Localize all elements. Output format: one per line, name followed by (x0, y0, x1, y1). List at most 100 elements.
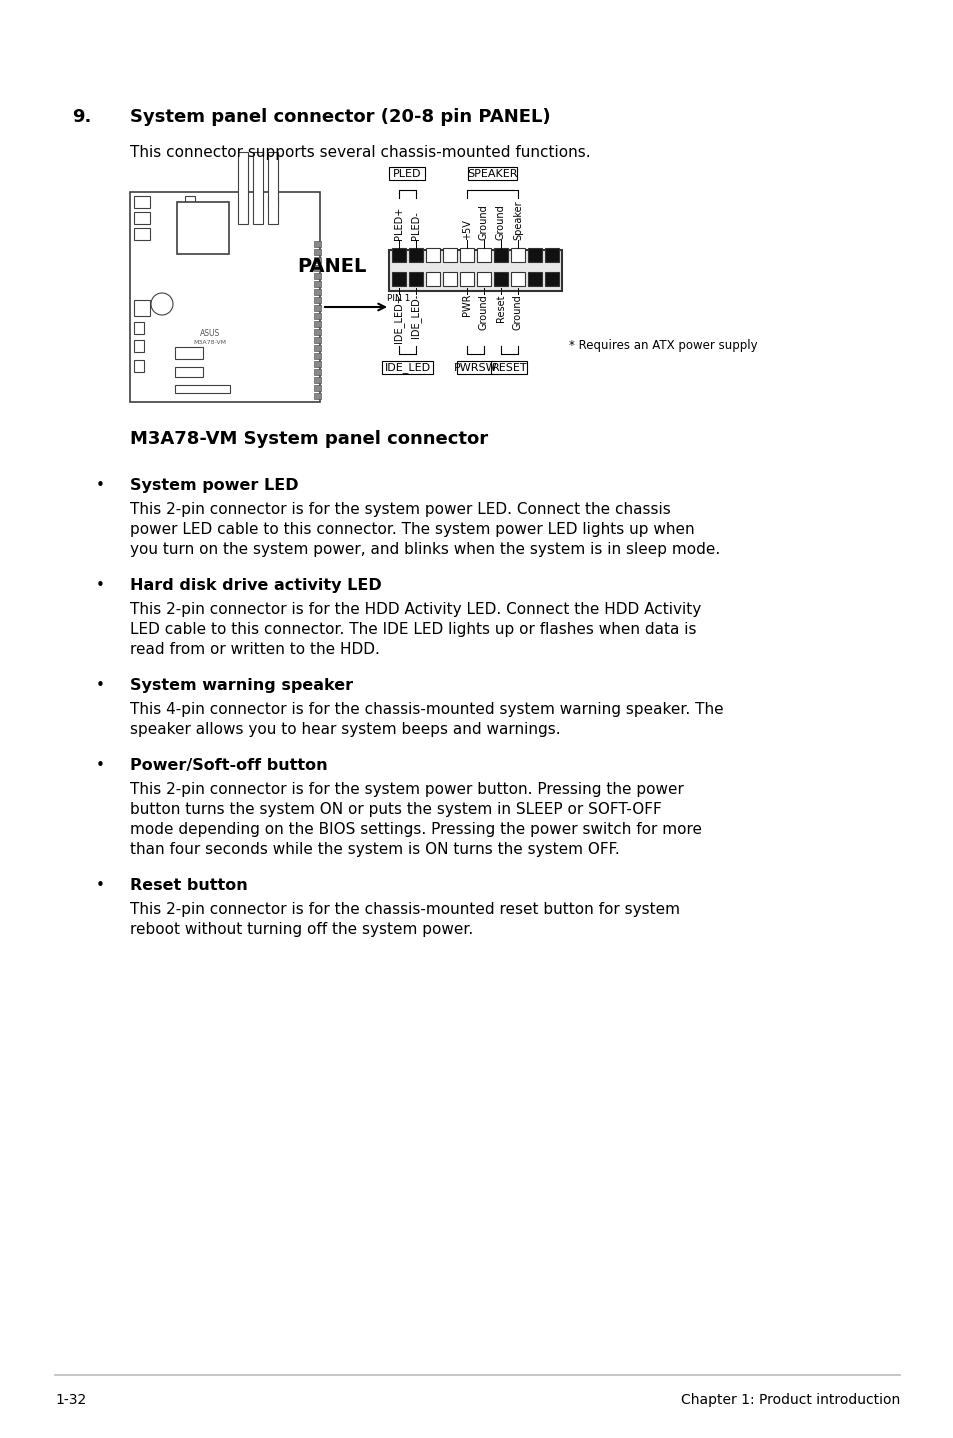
Bar (133, 360, 144, 372)
Text: IDE_LED: IDE_LED (384, 362, 430, 374)
Text: you turn on the system power, and blinks when the system is in sleep mode.: you turn on the system power, and blinks… (130, 542, 720, 557)
Bar (133, 339, 144, 352)
Bar (314, 249, 320, 255)
Bar (544, 272, 558, 286)
Text: IDE_LED+: IDE_LED+ (394, 293, 404, 342)
Text: speaker allows you to hear system beeps and warnings.: speaker allows you to hear system beeps … (130, 722, 560, 738)
Bar (133, 322, 144, 334)
Bar (426, 247, 439, 262)
Bar (314, 329, 320, 335)
Bar (314, 273, 320, 279)
Bar (314, 321, 320, 326)
Bar (426, 272, 439, 286)
Bar (177, 201, 229, 255)
Bar (457, 361, 493, 374)
Text: PIN 1: PIN 1 (387, 293, 410, 303)
Text: 9.: 9. (71, 108, 91, 127)
Bar (133, 196, 150, 209)
Bar (511, 247, 524, 262)
Text: System panel connector (20-8 pin PANEL): System panel connector (20-8 pin PANEL) (130, 108, 550, 127)
Bar (314, 313, 320, 319)
Bar (174, 347, 203, 360)
Text: PANEL: PANEL (297, 257, 366, 276)
Text: This 2-pin connector is for the chassis-mounted reset button for system: This 2-pin connector is for the chassis-… (130, 902, 679, 917)
Bar (174, 367, 203, 377)
Text: •: • (96, 879, 105, 893)
Bar (409, 272, 422, 286)
Text: Reset: Reset (496, 293, 505, 322)
Text: This connector supports several chassis-mounted functions.: This connector supports several chassis-… (130, 145, 590, 160)
Bar (314, 352, 320, 360)
Bar (314, 345, 320, 351)
Text: Hard disk drive activity LED: Hard disk drive activity LED (130, 578, 381, 592)
Bar (527, 247, 541, 262)
Text: power LED cable to this connector. The system power LED lights up when: power LED cable to this connector. The s… (130, 522, 694, 536)
Text: PWRSW: PWRSW (454, 362, 497, 372)
Bar (459, 247, 474, 262)
Text: This 2-pin connector is for the system power LED. Connect the chassis: This 2-pin connector is for the system p… (130, 502, 670, 518)
Text: Ground: Ground (496, 204, 505, 240)
Bar (314, 265, 320, 270)
Bar (314, 393, 320, 398)
Bar (314, 242, 320, 247)
Text: button turns the system ON or puts the system in SLEEP or SOFT-OFF: button turns the system ON or puts the s… (130, 802, 661, 817)
Text: read from or written to the HDD.: read from or written to the HDD. (130, 641, 379, 657)
Text: System power LED: System power LED (130, 477, 298, 493)
Bar (442, 247, 456, 262)
Bar (442, 272, 456, 286)
Text: This 4-pin connector is for the chassis-mounted system warning speaker. The: This 4-pin connector is for the chassis-… (130, 702, 723, 718)
Text: * Requires an ATX power supply: * Requires an ATX power supply (568, 339, 757, 352)
Bar (392, 272, 406, 286)
Text: Chapter 1: Product introduction: Chapter 1: Product introduction (680, 1393, 899, 1406)
Bar (314, 385, 320, 391)
Bar (237, 152, 248, 224)
Text: PWR: PWR (461, 293, 472, 316)
Bar (314, 298, 320, 303)
Bar (268, 196, 277, 206)
Bar (527, 272, 541, 286)
Bar (476, 272, 491, 286)
Text: PLED+: PLED+ (394, 207, 403, 240)
Circle shape (151, 293, 172, 315)
Bar (133, 301, 150, 316)
Bar (133, 229, 150, 240)
Bar (409, 247, 422, 262)
Text: M3A78-VM System panel connector: M3A78-VM System panel connector (130, 430, 488, 449)
Bar (314, 289, 320, 295)
Bar (314, 305, 320, 311)
Bar (314, 336, 320, 344)
Bar (314, 370, 320, 375)
Text: M3A78-VM: M3A78-VM (193, 339, 226, 345)
Bar (174, 385, 230, 393)
Text: This 2-pin connector is for the HDD Activity LED. Connect the HDD Activity: This 2-pin connector is for the HDD Acti… (130, 603, 700, 617)
Text: than four seconds while the system is ON turns the system OFF.: than four seconds while the system is ON… (130, 843, 619, 857)
Bar (268, 152, 277, 224)
Text: IDE_LED-: IDE_LED- (410, 293, 421, 338)
Text: ASUS: ASUS (200, 328, 220, 338)
Text: This 2-pin connector is for the system power button. Pressing the power: This 2-pin connector is for the system p… (130, 782, 683, 797)
Text: Reset button: Reset button (130, 879, 248, 893)
Text: 1-32: 1-32 (55, 1393, 86, 1406)
Bar (494, 247, 507, 262)
Text: Power/Soft-off button: Power/Soft-off button (130, 758, 327, 774)
Text: Speaker: Speaker (513, 200, 522, 240)
Text: +5V: +5V (461, 219, 472, 240)
Bar (511, 272, 524, 286)
Text: •: • (96, 477, 105, 493)
Bar (476, 247, 491, 262)
Bar (185, 196, 194, 206)
Bar (389, 167, 425, 180)
Bar (253, 152, 263, 224)
Text: Ground: Ground (478, 293, 489, 329)
Bar (382, 361, 433, 374)
Bar (494, 272, 507, 286)
Text: mode depending on the BIOS settings. Pressing the power switch for more: mode depending on the BIOS settings. Pre… (130, 823, 701, 837)
Text: Ground: Ground (513, 293, 522, 329)
Bar (389, 250, 561, 290)
Text: LED cable to this connector. The IDE LED lights up or flashes when data is: LED cable to this connector. The IDE LED… (130, 623, 696, 637)
Text: RESET: RESET (491, 362, 527, 372)
Bar (544, 247, 558, 262)
Text: System warning speaker: System warning speaker (130, 677, 353, 693)
Bar (314, 377, 320, 383)
Text: reboot without turning off the system power.: reboot without turning off the system po… (130, 922, 473, 938)
